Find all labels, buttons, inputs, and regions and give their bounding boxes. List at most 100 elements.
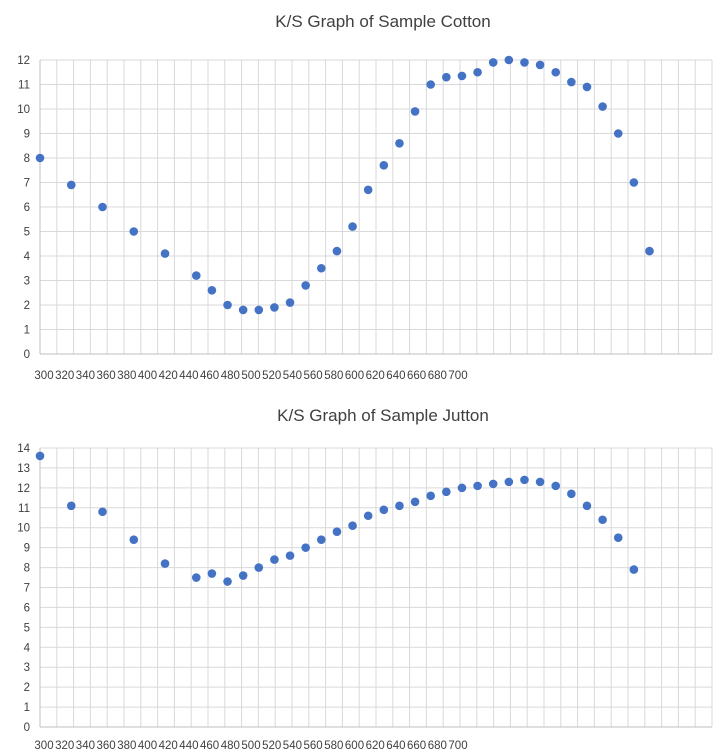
data-point	[191, 271, 201, 280]
data-point	[629, 178, 639, 187]
x-tick-label: 460	[200, 740, 219, 752]
data-point	[426, 491, 435, 501]
chart-jutton: K/S Graph of Sample Jutton 0123456789101…	[17, 406, 713, 752]
data-point	[582, 501, 592, 511]
x-tick-label: 400	[138, 740, 157, 752]
x-tick-label: 440	[179, 370, 198, 382]
data-point	[629, 565, 639, 574]
x-tick-label: 680	[428, 370, 447, 382]
x-tick-label: 440	[179, 740, 198, 752]
y-tick-label: 8	[24, 153, 30, 165]
x-tick-label: 520	[262, 370, 281, 382]
data-point	[395, 501, 404, 511]
y-tick-label: 9	[24, 543, 30, 555]
data-point	[98, 507, 107, 517]
x-tick-label: 540	[283, 370, 302, 382]
x-tick-label: 460	[200, 370, 219, 382]
axes	[39, 60, 712, 355]
x-tick-label: 400	[138, 370, 157, 382]
data-point	[488, 58, 498, 67]
data-point	[567, 489, 576, 499]
y-tick-label: 0	[24, 722, 30, 734]
data-point	[473, 481, 482, 491]
x-tick-label: 380	[117, 370, 136, 382]
x-tick-label: 340	[76, 740, 95, 752]
data-points	[35, 55, 654, 315]
data-point	[473, 67, 482, 77]
x-tick-label: 580	[324, 370, 343, 382]
data-point	[363, 511, 373, 521]
data-point	[332, 527, 342, 536]
y-tick-label: 11	[18, 80, 30, 92]
x-tick-label: 700	[448, 370, 467, 382]
data-point	[426, 80, 435, 89]
chart-cotton: K/S Graph of Sample Cotton 0123456789101…	[17, 12, 713, 382]
x-tick-label: 420	[159, 740, 178, 752]
x-tick-label: 380	[117, 740, 136, 752]
data-point	[129, 227, 139, 236]
x-tick-label: 300	[34, 740, 53, 752]
data-point	[582, 82, 592, 92]
data-point	[598, 102, 607, 111]
y-tick-label: 8	[24, 563, 30, 575]
data-point	[410, 497, 420, 507]
x-tick-label: 680	[428, 740, 447, 752]
data-point	[254, 563, 264, 572]
data-point	[317, 535, 326, 544]
x-tick-label: 340	[76, 370, 95, 382]
y-tick-label: 5	[24, 622, 30, 634]
y-tick-label: 1	[24, 325, 30, 337]
x-tick-label: 360	[97, 370, 116, 382]
data-point	[270, 303, 279, 312]
data-point	[520, 58, 529, 67]
y-tick-label: 4	[24, 642, 31, 654]
data-point	[270, 555, 279, 564]
data-point	[457, 71, 467, 81]
x-tick-label: 620	[366, 740, 385, 752]
x-tick-label: 480	[221, 370, 240, 382]
data-point	[442, 487, 451, 497]
x-tick-label: 660	[407, 370, 426, 382]
x-tick-label: 560	[304, 370, 323, 382]
data-point	[551, 481, 561, 491]
data-point	[410, 107, 420, 116]
data-point	[520, 475, 529, 485]
x-tick-label: 320	[55, 370, 74, 382]
data-point	[191, 573, 201, 582]
x-tick-label: 540	[283, 740, 302, 752]
y-tick-label: 3	[24, 662, 30, 674]
data-point	[598, 515, 607, 525]
x-tick-label: 560	[304, 740, 323, 752]
data-point	[35, 451, 45, 461]
x-tick-label: 640	[386, 740, 405, 752]
y-tick-label: 14	[17, 443, 30, 455]
data-point	[535, 477, 545, 487]
y-tick-label: 4	[24, 251, 31, 263]
y-tick-label: 10	[17, 104, 30, 116]
x-tick-labels: 300 320 340 360 380 400 420 440 460 480 500 520 540 5…	[34, 740, 467, 752]
data-point	[613, 129, 623, 138]
y-tick-label: 6	[24, 202, 30, 214]
axes	[39, 448, 712, 728]
y-tick-label: 0	[24, 349, 30, 361]
data-point	[488, 479, 498, 489]
data-point	[66, 180, 76, 190]
data-point	[567, 77, 576, 87]
y-tick-label: 9	[24, 129, 30, 141]
data-point	[285, 298, 295, 307]
gridlines	[39, 59, 713, 355]
data-point	[348, 222, 357, 231]
data-point	[535, 60, 545, 70]
data-point	[301, 281, 310, 290]
data-point	[363, 185, 373, 195]
y-tick-label: 7	[24, 178, 30, 190]
data-point	[285, 551, 295, 560]
data-point	[129, 535, 139, 544]
data-point	[457, 483, 467, 493]
data-point	[645, 246, 654, 256]
x-tick-labels: 300 320 340 360 380 400 420 440 460 480 500 520 540 5…	[34, 370, 467, 382]
x-tick-label: 620	[366, 370, 385, 382]
